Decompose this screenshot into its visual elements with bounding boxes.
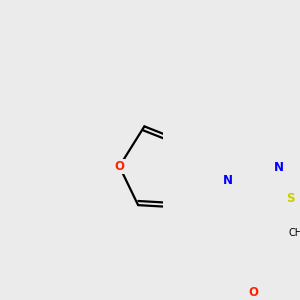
Text: O: O — [114, 160, 124, 173]
Text: CH₃: CH₃ — [289, 228, 300, 238]
Text: O: O — [248, 286, 258, 299]
Text: N: N — [274, 161, 284, 174]
Text: S: S — [286, 192, 295, 206]
Text: N: N — [223, 174, 233, 187]
